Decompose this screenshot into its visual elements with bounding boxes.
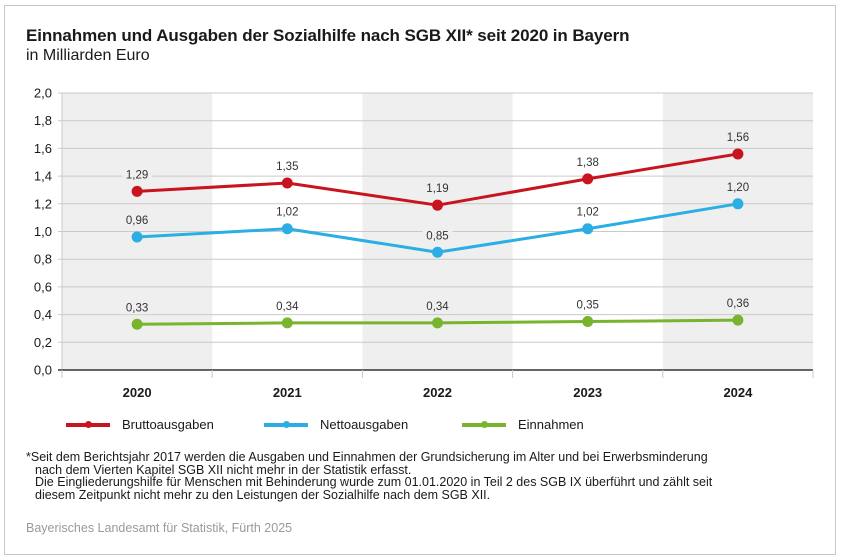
footnote-line: diesem Zeitpunkt nicht mehr zu den Leist…: [35, 487, 491, 502]
data-label-einnahmen: 0,36: [727, 298, 749, 310]
data-labels: 1,29 1,35 1,19 1,38 1,56 0,96 1,02 0,85 1,02 1,20…: [122, 129, 753, 315]
y-tick-label: 1,2: [34, 196, 52, 211]
data-label-bg: [572, 297, 603, 312]
footnote-line: nach dem Vierten Kapitel SGB XII nicht m…: [35, 462, 412, 477]
y-tick-label: 1,4: [34, 169, 52, 184]
y-tick-label: 1,6: [34, 141, 52, 156]
y-tick-label: 2,0: [34, 86, 52, 101]
data-point-bruttoausgaben: [582, 173, 594, 185]
data-label-bruttoausgaben: 1,38: [577, 157, 599, 169]
data-point-nettoausgaben: [582, 223, 594, 235]
data-point-bruttoausgaben: [281, 177, 293, 189]
data-label-bruttoausgaben: 1,19: [426, 183, 448, 195]
data-point-bruttoausgaben: [732, 148, 744, 160]
x-axis: 2020 2021 2022 2023 2024: [58, 369, 814, 400]
x-tick-label: 2021: [273, 385, 302, 400]
data-label-nettoausgaben: 0,85: [426, 230, 448, 242]
legend-swatch-nettoausgaben: [264, 420, 308, 428]
legend-item-einnahmen: Einnahmen: [462, 417, 584, 432]
legend-swatch-bruttoausgaben: [66, 420, 110, 428]
x-tick-label: 2022: [423, 385, 452, 400]
data-label-bruttoausgaben: 1,29: [126, 169, 148, 181]
footnote-line: *Seit dem Berichtsjahr 2017 werden die A…: [26, 450, 708, 464]
x-tick-label: 2023: [573, 385, 602, 400]
y-tick-label: 0,2: [34, 335, 52, 350]
data-point-einnahmen: [432, 317, 443, 329]
data-label-nettoausgaben: 1,02: [276, 207, 298, 219]
legend-item-nettoausgaben: Nettoausgaben: [264, 417, 408, 432]
data-point-bruttoausgaben: [131, 185, 143, 197]
y-tick-label: 0,6: [34, 279, 52, 294]
y-axis: 0,0 0,2 0,4 0,6 0,8 1,0 1,2 1,4 1,6 1,8 2,0: [34, 86, 63, 378]
data-label-nettoausgaben: 1,02: [577, 207, 599, 219]
source-note: Bayerisches Landesamt für Statistik, Für…: [26, 521, 293, 535]
data-point-einnahmen: [582, 316, 594, 328]
legend: Bruttoausgaben Nettoausgaben Einnahmen: [0, 417, 841, 437]
y-tick-label: 0,8: [34, 252, 52, 267]
gridlines: [58, 92, 813, 343]
legend-swatch-einnahmen: [462, 420, 506, 428]
data-label-bg: [272, 298, 303, 313]
y-tick-label: 1,8: [34, 113, 52, 128]
chart-subtitle: in Milliarden Euro: [26, 47, 150, 64]
data-point-einnahmen: [281, 317, 293, 329]
data-label-einnahmen: 0,34: [276, 301, 299, 313]
legend-label: Einnahmen: [518, 417, 584, 432]
data-label-bruttoausgaben: 1,35: [276, 161, 298, 173]
data-point-bruttoausgaben: [432, 199, 443, 211]
legend-label: Nettoausgaben: [320, 417, 409, 432]
data-label-bg: [122, 167, 153, 182]
data-label-einnahmen: 0,33: [126, 302, 148, 314]
series-lines: [131, 148, 744, 330]
y-tick-label: 0,0: [34, 363, 52, 378]
x-tick-label: 2024: [723, 385, 753, 400]
data-point-einnahmen: [131, 318, 143, 330]
data-label-bg: [272, 204, 303, 219]
data-point-nettoausgaben: [432, 246, 443, 258]
data-label-bg: [572, 204, 603, 219]
data-label-bg: [572, 154, 603, 169]
data-label-einnahmen: 0,34: [426, 301, 449, 313]
chart-title: Einnahmen und Ausgaben der Sozialhilfe n…: [26, 26, 630, 45]
data-label-bg: [422, 298, 453, 313]
data-label-bg: [422, 181, 453, 196]
footnote: *Seit dem Berichtsjahr 2017 werden die A…: [26, 451, 826, 501]
data-point-nettoausgaben: [281, 223, 293, 235]
data-label-bg: [422, 228, 453, 243]
data-label-einnahmen: 0,35: [577, 300, 599, 312]
data-label-bg: [722, 296, 753, 311]
data-label-bruttoausgaben: 1,56: [727, 132, 749, 144]
data-label-bg: [722, 129, 753, 144]
data-label-nettoausgaben: 0,96: [126, 215, 148, 227]
y-tick-label: 1,0: [34, 224, 52, 239]
data-point-nettoausgaben: [732, 198, 744, 210]
data-label-bg: [272, 159, 303, 174]
footnote-line: Die Eingliederungshilfe für Menschen mit…: [35, 475, 713, 489]
data-point-einnahmen: [732, 314, 744, 326]
data-point-nettoausgaben: [131, 231, 143, 243]
legend-label: Bruttoausgaben: [122, 417, 214, 432]
data-label-nettoausgaben: 1,20: [727, 182, 749, 194]
x-tick-label: 2020: [123, 385, 152, 400]
data-label-bg: [722, 179, 753, 194]
y-tick-label: 0,4: [34, 307, 52, 322]
data-label-bg: [122, 213, 153, 228]
data-label-bg: [122, 300, 153, 315]
legend-item-bruttoausgaben: Bruttoausgaben: [66, 417, 214, 432]
